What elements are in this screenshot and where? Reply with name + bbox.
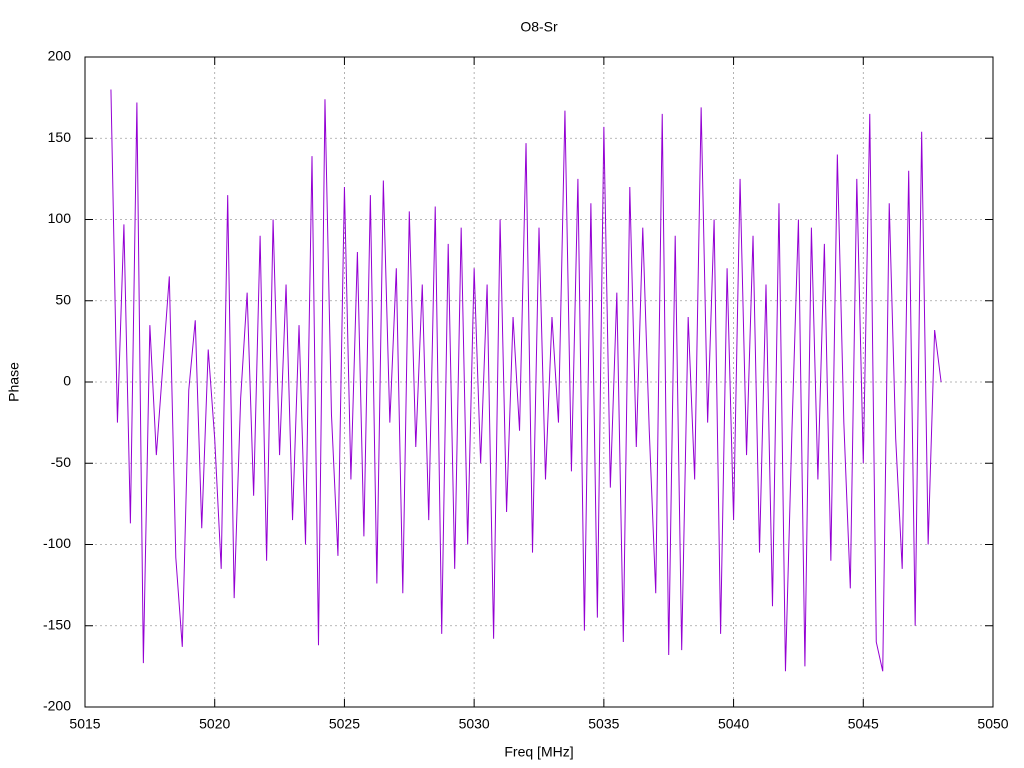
chart-title: O8-Sr	[520, 19, 558, 35]
y-tick-label: 0	[63, 373, 71, 389]
y-tick-label: -150	[43, 616, 71, 632]
x-tick-label: 5020	[199, 716, 230, 732]
y-axis-label: Phase	[6, 362, 22, 402]
x-tick-label: 5030	[459, 716, 490, 732]
x-tick-label: 5040	[718, 716, 749, 732]
x-tick-label: 5045	[848, 716, 879, 732]
y-tick-label: -100	[43, 535, 71, 551]
plot-frame	[84, 56, 994, 708]
y-tick-label: -50	[51, 454, 71, 470]
y-tick-label: 200	[48, 48, 72, 64]
x-axis-label: Freq [MHz]	[504, 744, 573, 760]
y-tick-label: -200	[43, 698, 71, 714]
data-line	[110, 89, 942, 672]
x-tick-label: 5025	[329, 716, 360, 732]
x-tick-label: 5050	[977, 716, 1008, 732]
x-tick-label: 5015	[69, 716, 100, 732]
y-tick-label: 150	[48, 129, 72, 145]
x-tick-label: 5035	[588, 716, 619, 732]
y-tick-label: 50	[55, 291, 71, 307]
y-tick-label: 100	[48, 210, 72, 226]
